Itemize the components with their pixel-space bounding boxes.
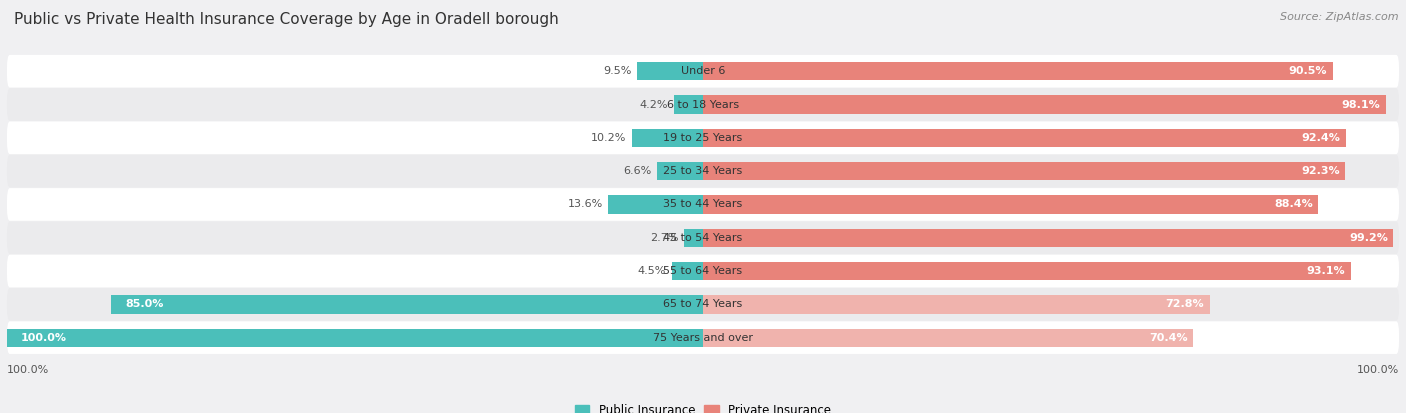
- Bar: [703, 195, 1319, 214]
- Text: 55 to 64 Years: 55 to 64 Years: [664, 266, 742, 276]
- Bar: [703, 129, 1346, 147]
- Text: 6 to 18 Years: 6 to 18 Years: [666, 100, 740, 109]
- Bar: [673, 95, 703, 114]
- Text: 92.3%: 92.3%: [1301, 166, 1340, 176]
- Text: 9.5%: 9.5%: [603, 66, 631, 76]
- Legend: Public Insurance, Private Insurance: Public Insurance, Private Insurance: [571, 399, 835, 413]
- Text: 35 to 44 Years: 35 to 44 Years: [664, 199, 742, 209]
- Text: 100.0%: 100.0%: [1357, 365, 1399, 375]
- FancyBboxPatch shape: [7, 255, 1399, 287]
- Bar: [637, 62, 703, 81]
- Text: 100.0%: 100.0%: [21, 332, 67, 343]
- Text: 2.7%: 2.7%: [650, 233, 679, 243]
- Text: 45 to 54 Years: 45 to 54 Years: [664, 233, 742, 243]
- Text: 85.0%: 85.0%: [125, 299, 163, 309]
- FancyBboxPatch shape: [7, 221, 1399, 254]
- FancyBboxPatch shape: [7, 88, 1399, 121]
- Bar: [703, 262, 1351, 280]
- FancyBboxPatch shape: [7, 155, 1399, 188]
- Text: 92.4%: 92.4%: [1302, 133, 1340, 143]
- Text: 65 to 74 Years: 65 to 74 Years: [664, 299, 742, 309]
- FancyBboxPatch shape: [7, 188, 1399, 221]
- Text: Source: ZipAtlas.com: Source: ZipAtlas.com: [1281, 12, 1399, 22]
- Bar: [703, 95, 1386, 114]
- Text: 4.5%: 4.5%: [638, 266, 666, 276]
- Text: 90.5%: 90.5%: [1289, 66, 1327, 76]
- Text: 70.4%: 70.4%: [1149, 332, 1188, 343]
- Text: 99.2%: 99.2%: [1348, 233, 1388, 243]
- Text: 88.4%: 88.4%: [1274, 199, 1313, 209]
- Bar: [657, 162, 703, 180]
- Text: 100.0%: 100.0%: [7, 365, 49, 375]
- Text: 19 to 25 Years: 19 to 25 Years: [664, 133, 742, 143]
- Text: 93.1%: 93.1%: [1306, 266, 1346, 276]
- FancyBboxPatch shape: [7, 288, 1399, 320]
- Bar: [703, 162, 1346, 180]
- Text: 10.2%: 10.2%: [591, 133, 627, 143]
- Text: 72.8%: 72.8%: [1166, 299, 1204, 309]
- FancyBboxPatch shape: [7, 321, 1399, 354]
- FancyBboxPatch shape: [7, 55, 1399, 88]
- FancyBboxPatch shape: [7, 121, 1399, 154]
- Bar: [609, 195, 703, 214]
- Bar: [672, 262, 703, 280]
- Text: 4.2%: 4.2%: [640, 100, 668, 109]
- Bar: [703, 295, 1209, 313]
- Bar: [7, 328, 703, 347]
- Text: 98.1%: 98.1%: [1341, 100, 1381, 109]
- Bar: [685, 228, 703, 247]
- Text: Public vs Private Health Insurance Coverage by Age in Oradell borough: Public vs Private Health Insurance Cover…: [14, 12, 558, 27]
- Bar: [703, 62, 1333, 81]
- Bar: [703, 328, 1192, 347]
- Bar: [633, 129, 703, 147]
- Text: Under 6: Under 6: [681, 66, 725, 76]
- Bar: [111, 295, 703, 313]
- Text: 13.6%: 13.6%: [568, 199, 603, 209]
- Bar: [703, 228, 1393, 247]
- Text: 75 Years and over: 75 Years and over: [652, 332, 754, 343]
- Text: 6.6%: 6.6%: [623, 166, 651, 176]
- Text: 25 to 34 Years: 25 to 34 Years: [664, 166, 742, 176]
